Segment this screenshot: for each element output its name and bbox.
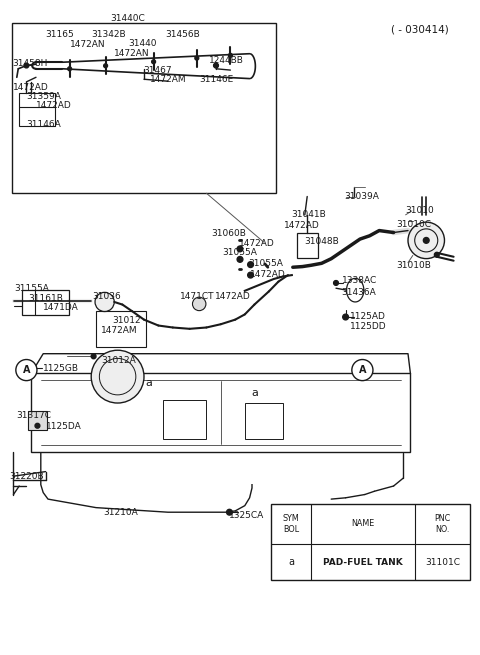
Text: 31161B: 31161B xyxy=(28,293,63,303)
Text: 31440C: 31440C xyxy=(110,14,144,23)
Text: 1125DD: 1125DD xyxy=(350,322,387,331)
Text: ( - 030414): ( - 030414) xyxy=(391,25,449,35)
Text: PNC
NO.: PNC NO. xyxy=(434,514,451,534)
Text: 1472AM: 1472AM xyxy=(150,75,187,84)
Circle shape xyxy=(152,60,156,64)
Text: 31101C: 31101C xyxy=(425,558,460,567)
Circle shape xyxy=(248,272,253,278)
Circle shape xyxy=(214,63,218,68)
Circle shape xyxy=(343,314,348,320)
Circle shape xyxy=(91,350,144,403)
Circle shape xyxy=(91,354,96,359)
Text: 31467: 31467 xyxy=(143,66,172,75)
Text: 1471DA: 1471DA xyxy=(43,303,79,312)
Bar xyxy=(96,311,146,347)
Bar xyxy=(31,373,410,452)
Text: 31010B: 31010B xyxy=(396,261,431,270)
Bar xyxy=(271,504,470,580)
Text: 1125GB: 1125GB xyxy=(43,364,79,373)
Text: 31060B: 31060B xyxy=(211,229,246,238)
Text: 31436A: 31436A xyxy=(342,288,376,297)
Text: 31012A: 31012A xyxy=(101,356,135,365)
Text: 1472AM: 1472AM xyxy=(101,326,137,335)
Circle shape xyxy=(35,423,40,428)
Circle shape xyxy=(237,257,243,262)
Text: 31220B: 31220B xyxy=(10,472,44,481)
Circle shape xyxy=(228,54,232,57)
Text: 31155A: 31155A xyxy=(14,284,49,293)
Circle shape xyxy=(68,67,72,71)
Text: a: a xyxy=(145,378,152,388)
Circle shape xyxy=(30,365,36,371)
Text: NAME: NAME xyxy=(351,519,374,529)
Text: 1338AC: 1338AC xyxy=(342,276,377,286)
Text: SYM
BOL: SYM BOL xyxy=(283,514,300,534)
Text: 31055A: 31055A xyxy=(248,259,283,269)
Circle shape xyxy=(192,297,206,310)
Text: 31146E: 31146E xyxy=(199,75,233,84)
Bar xyxy=(297,233,318,258)
Circle shape xyxy=(352,360,373,381)
Text: 31036: 31036 xyxy=(93,292,121,301)
Circle shape xyxy=(237,246,243,252)
Text: A: A xyxy=(359,365,366,375)
Bar xyxy=(28,411,47,430)
Text: PAD-FUEL TANK: PAD-FUEL TANK xyxy=(323,558,403,567)
Circle shape xyxy=(195,56,199,60)
Circle shape xyxy=(248,262,253,267)
Text: 1472AN: 1472AN xyxy=(114,49,149,58)
Bar xyxy=(22,290,69,315)
Bar xyxy=(12,23,276,193)
Text: 31146A: 31146A xyxy=(26,120,61,129)
Text: 31055A: 31055A xyxy=(222,248,257,257)
Text: 31010: 31010 xyxy=(406,206,434,215)
Text: 31041B: 31041B xyxy=(291,210,326,219)
Text: 31317C: 31317C xyxy=(16,411,51,421)
Text: 1472AD: 1472AD xyxy=(239,239,274,248)
Text: a: a xyxy=(288,557,294,567)
Text: 31359A: 31359A xyxy=(26,92,61,101)
Circle shape xyxy=(334,280,338,286)
Circle shape xyxy=(16,360,37,381)
Circle shape xyxy=(24,63,29,68)
Text: 1471CT: 1471CT xyxy=(180,291,214,301)
Text: 31458H: 31458H xyxy=(12,59,48,68)
Circle shape xyxy=(408,222,444,259)
Text: 1472AD: 1472AD xyxy=(12,83,48,92)
Bar xyxy=(245,403,283,439)
Text: 1472AD: 1472AD xyxy=(36,101,72,110)
Circle shape xyxy=(104,64,108,67)
Text: 31048B: 31048B xyxy=(304,236,338,246)
Circle shape xyxy=(227,510,232,515)
Text: 31165: 31165 xyxy=(46,29,74,39)
Text: 31010C: 31010C xyxy=(396,219,431,229)
Text: 1325CA: 1325CA xyxy=(229,511,264,520)
Text: 1472AN: 1472AN xyxy=(70,40,105,49)
Text: 31342B: 31342B xyxy=(91,29,126,39)
Circle shape xyxy=(434,252,439,257)
Text: 31440: 31440 xyxy=(129,39,157,48)
Text: 1472AD: 1472AD xyxy=(215,291,251,301)
Text: 31039A: 31039A xyxy=(344,192,379,201)
Text: 1472AD: 1472AD xyxy=(250,270,285,279)
Bar xyxy=(19,93,55,126)
Text: 1125DA: 1125DA xyxy=(46,422,81,431)
Text: 31012: 31012 xyxy=(112,316,141,326)
Text: A: A xyxy=(23,365,30,375)
Text: 1472AD: 1472AD xyxy=(284,221,320,230)
Text: 31456B: 31456B xyxy=(166,29,200,39)
Text: 31210A: 31210A xyxy=(103,508,138,517)
Circle shape xyxy=(423,238,429,243)
Text: a: a xyxy=(251,388,258,398)
Bar xyxy=(163,400,206,439)
Text: 1125AD: 1125AD xyxy=(350,312,386,321)
Circle shape xyxy=(95,292,114,312)
Text: 1244BB: 1244BB xyxy=(209,56,244,66)
